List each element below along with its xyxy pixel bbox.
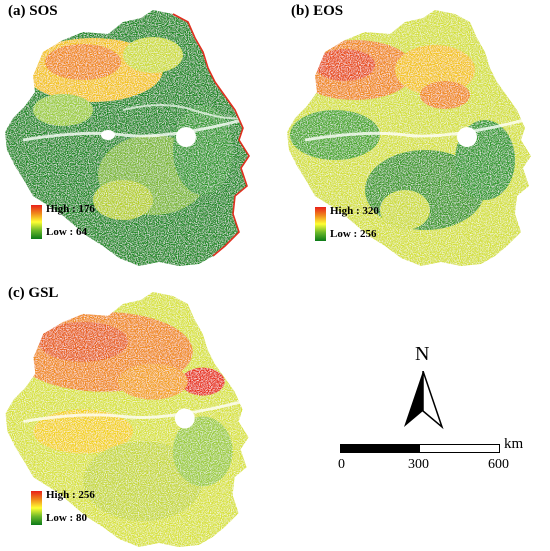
legend-sos: High : 176 Low : 64 [31,203,121,241]
scale-bar-black-segment [341,445,420,452]
panel-sos: (a) SOS High : 176 Low : 64 [3,0,263,270]
panel-label: (a) SOS [8,3,58,19]
gsl-map [5,291,249,548]
eos-map [287,10,531,266]
scale-bar: km 0 300 600 [338,436,538,480]
legend-eos: High : 320 Low : 256 [315,205,405,243]
legend-color-ramp [31,491,42,525]
legend-low-label: Low : 80 [46,512,87,524]
legend-low-label: Low : 256 [330,228,377,240]
legend-color-ramp [315,207,326,241]
scale-tick-300: 300 [408,457,429,472]
north-arrow: N [400,343,446,430]
panel-label: (c) GSL [8,285,59,301]
legend-high-label: High : 176 [46,203,95,215]
sos-map [5,10,250,266]
north-letter: N [415,343,430,365]
scale-tick-600: 600 [488,457,509,472]
legend-high-label: High : 256 [46,489,95,501]
legend-color-ramp [31,205,42,239]
legend-low-label: Low : 64 [46,226,87,238]
scale-tick-0: 0 [338,457,345,472]
panel-label: (b) EOS [291,3,344,19]
scale-bar-graphic [340,444,500,453]
north-arrow-icon [404,371,444,430]
panel-eos: (b) EOS High : 320 Low : 256 [285,0,545,270]
scale-unit: km [504,436,524,452]
panel-gsl: (c) GSL High : 256 Low : 80 [3,282,263,551]
legend-high-label: High : 320 [330,205,379,217]
legend-gsl: High : 256 Low : 80 [31,489,121,527]
